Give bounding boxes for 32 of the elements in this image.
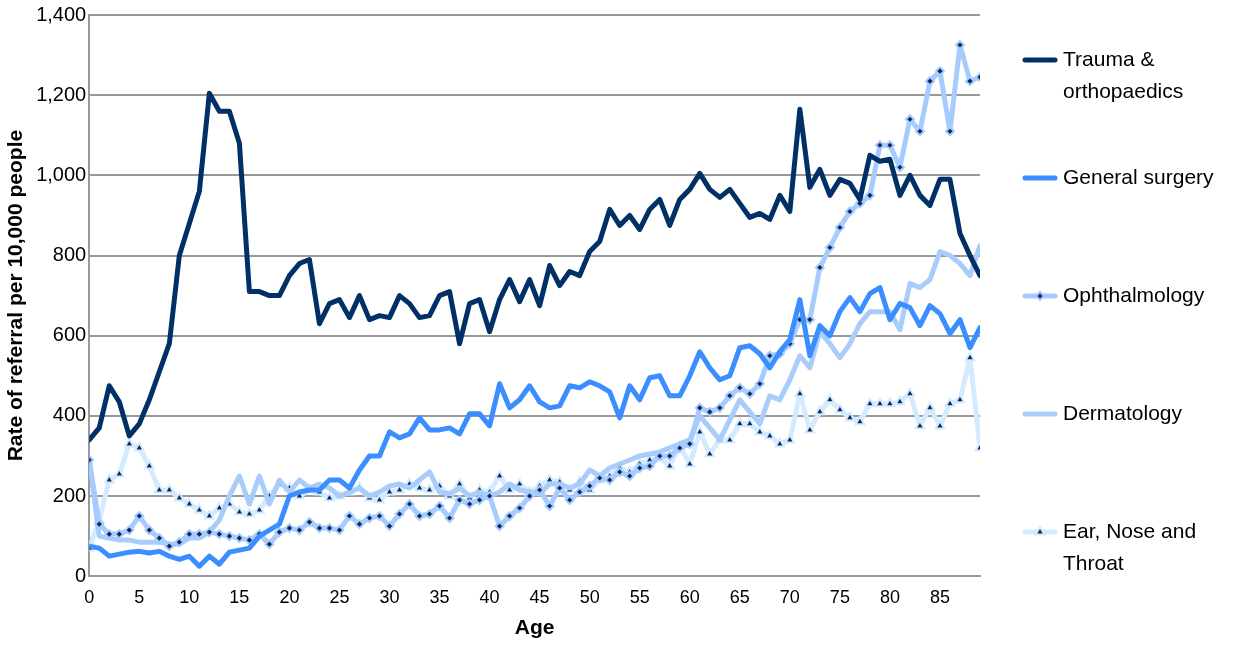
x-tick-label: 15 (229, 586, 250, 607)
x-axis-title: Age (514, 615, 555, 639)
legend-label: Ophthalmology (1063, 282, 1205, 306)
y-tick-label: 0 (75, 563, 87, 586)
x-tick-label: 85 (929, 586, 950, 607)
x-tick-label: 70 (779, 586, 800, 607)
y-tick-label: 1,000 (36, 162, 87, 185)
x-tick-label: 75 (829, 586, 850, 607)
x-tick-label: 5 (134, 586, 145, 607)
x-tick-label: 10 (179, 586, 200, 607)
legend-label: Trauma & orthopaedics (1063, 46, 1184, 102)
y-tick-label: 800 (52, 243, 87, 266)
x-tick-label: 45 (529, 586, 550, 607)
x-tick-label: 80 (879, 586, 900, 607)
x-tick-label: 40 (479, 586, 500, 607)
x-tick-label: 60 (679, 586, 700, 607)
x-tick-label: 35 (429, 586, 450, 607)
x-tick-label: 30 (379, 586, 400, 607)
y-tick-label: 1,200 (36, 82, 87, 105)
x-tick-label: 65 (729, 586, 750, 607)
y-tick-label: 400 (52, 403, 87, 426)
legend-label: Dermatology (1063, 400, 1183, 424)
legend-label: General surgery (1063, 164, 1215, 188)
x-tick-label: 25 (329, 586, 350, 607)
y-tick-label: 200 (52, 483, 87, 506)
x-tick-label: 50 (579, 586, 600, 607)
x-tick-label: 20 (279, 586, 300, 607)
x-tick-label: 55 (629, 586, 650, 607)
y-tick-label: 600 (52, 323, 87, 346)
y-tick-label: 1,400 (36, 2, 87, 25)
legend-label: Ear, Nose and Throat (1063, 518, 1197, 574)
y-axis-title: Rate of referral per 10,000 people (3, 129, 27, 462)
